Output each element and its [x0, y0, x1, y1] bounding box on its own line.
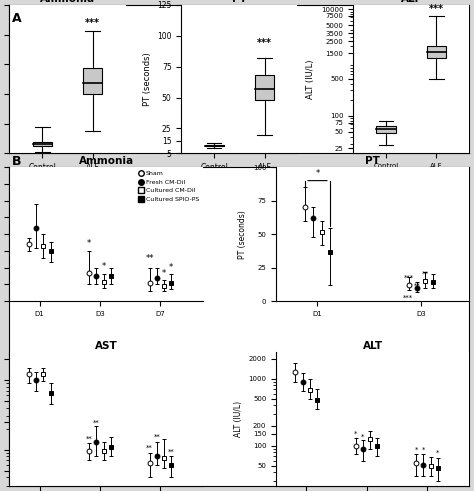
Title: ALT: ALT — [363, 341, 383, 352]
FancyBboxPatch shape — [427, 47, 446, 58]
FancyBboxPatch shape — [83, 68, 102, 94]
Title: PT: PT — [232, 0, 247, 4]
Text: **: ** — [86, 436, 92, 442]
Text: **: ** — [146, 254, 154, 263]
Text: ***: *** — [403, 295, 413, 300]
Title: AST: AST — [95, 341, 118, 352]
Y-axis label: PT (seconds): PT (seconds) — [238, 210, 247, 259]
Text: *: * — [87, 239, 91, 247]
FancyBboxPatch shape — [33, 142, 52, 146]
Y-axis label: ALT (IU/L): ALT (IU/L) — [234, 401, 243, 437]
Text: *: * — [414, 446, 418, 452]
Text: **: ** — [413, 283, 420, 289]
Title: Ammonia: Ammonia — [79, 157, 134, 166]
Y-axis label: PT (seconds): PT (seconds) — [143, 52, 152, 106]
Text: *: * — [354, 431, 357, 437]
Text: B: B — [12, 155, 21, 167]
Y-axis label: ALT (IU/L): ALT (IU/L) — [306, 59, 315, 99]
Text: ***: *** — [429, 3, 444, 14]
FancyBboxPatch shape — [255, 75, 274, 100]
Title: ALT: ALT — [401, 0, 421, 4]
Text: A: A — [12, 12, 21, 25]
Text: *: * — [169, 263, 173, 273]
Text: *: * — [162, 269, 166, 278]
Text: *: * — [422, 447, 425, 453]
FancyBboxPatch shape — [376, 126, 396, 133]
Text: *: * — [436, 450, 439, 456]
Text: *: * — [101, 262, 106, 271]
Title: PT: PT — [365, 157, 380, 166]
Text: **: ** — [154, 434, 160, 439]
Text: *: * — [361, 433, 365, 439]
Text: ***: *** — [403, 274, 414, 280]
Text: **: ** — [168, 449, 174, 455]
Legend: Sham, Fresh CM-DiI, Cultured CM-DiI, Cultured SPIO-PS: Sham, Fresh CM-DiI, Cultured CM-DiI, Cul… — [137, 170, 200, 202]
Text: **: ** — [93, 420, 100, 426]
FancyBboxPatch shape — [205, 144, 224, 146]
Text: ***: *** — [257, 38, 272, 48]
Text: **: ** — [422, 271, 428, 276]
Text: *: * — [315, 169, 319, 178]
Title: Ammonia: Ammonia — [40, 0, 95, 4]
Text: **: ** — [146, 445, 153, 451]
Text: ***: *** — [85, 18, 100, 27]
